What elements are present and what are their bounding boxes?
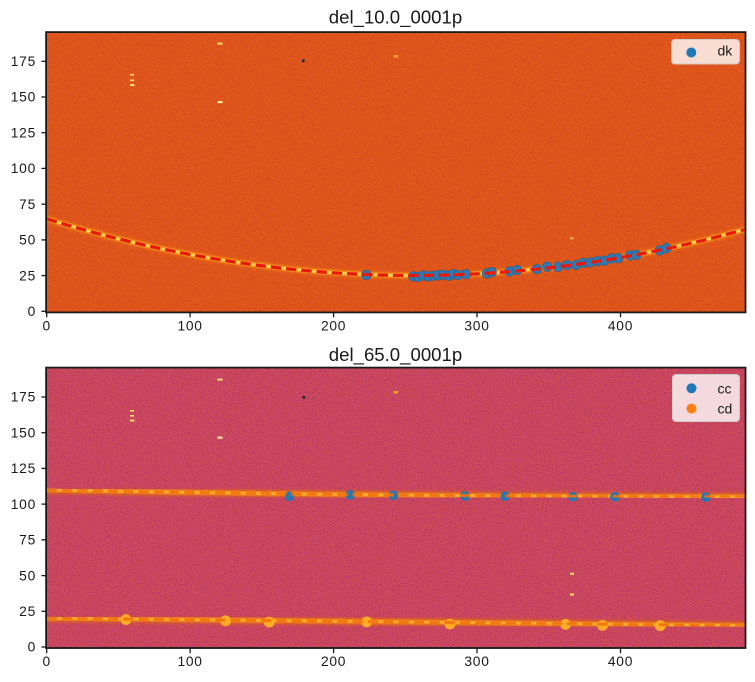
svg-text:50: 50	[19, 233, 36, 248]
svg-text:200: 200	[321, 318, 346, 333]
svg-text:400: 400	[608, 318, 633, 333]
svg-text:50: 50	[19, 568, 36, 583]
svg-text:300: 300	[464, 318, 489, 333]
svg-text:0: 0	[42, 654, 50, 669]
svg-text:175: 175	[11, 390, 36, 405]
svg-text:100: 100	[11, 161, 36, 176]
svg-text:175: 175	[11, 54, 36, 69]
svg-text:75: 75	[19, 533, 36, 548]
svg-text:0: 0	[28, 640, 36, 655]
svg-text:100: 100	[11, 497, 36, 512]
svg-text:cc: cc	[718, 380, 732, 396]
svg-text:150: 150	[11, 90, 36, 105]
svg-text:25: 25	[19, 604, 36, 619]
svg-text:75: 75	[19, 197, 36, 212]
svg-text:del_65.0_0001p: del_65.0_0001p	[329, 344, 462, 366]
svg-text:0: 0	[42, 318, 50, 333]
svg-text:100: 100	[177, 318, 202, 333]
svg-text:125: 125	[11, 125, 36, 140]
svg-text:25: 25	[19, 268, 36, 283]
svg-text:cd: cd	[718, 401, 733, 417]
svg-text:del_10.0_0001p: del_10.0_0001p	[329, 7, 462, 29]
svg-text:125: 125	[11, 461, 36, 476]
svg-text:0: 0	[28, 304, 36, 319]
svg-text:100: 100	[177, 654, 202, 669]
svg-text:300: 300	[464, 654, 489, 669]
svg-text:150: 150	[11, 425, 36, 440]
svg-text:dk: dk	[718, 43, 734, 59]
svg-text:200: 200	[321, 654, 346, 669]
svg-text:400: 400	[608, 654, 633, 669]
